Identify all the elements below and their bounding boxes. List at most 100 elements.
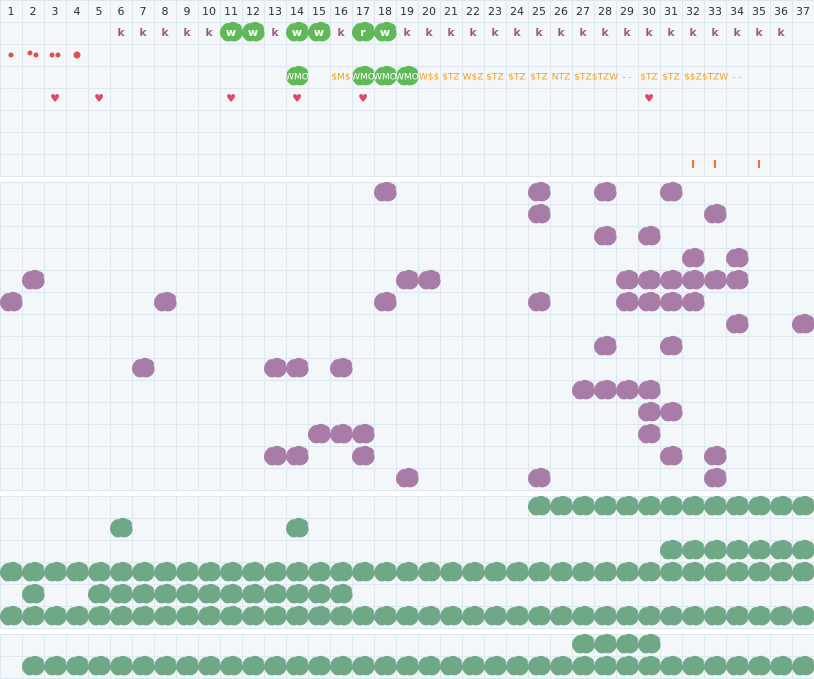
availability-block [285, 517, 309, 538]
status-letter: k [139, 26, 147, 39]
column-number: 28 [598, 5, 612, 18]
status-letter: k [777, 26, 785, 39]
cell-label: WMO [373, 73, 397, 83]
availability-block [659, 539, 683, 560]
availability-block [527, 655, 551, 676]
availability-block [615, 633, 639, 654]
availability-block [725, 539, 749, 560]
booking-block [725, 269, 749, 290]
availability-block [659, 561, 683, 582]
heart-icon: ♥ [292, 92, 302, 105]
availability-block [615, 495, 639, 516]
availability-block [109, 655, 133, 676]
availability-block [241, 605, 265, 626]
column-number: 23 [488, 5, 502, 18]
availability-block [725, 605, 749, 626]
booking-block [593, 335, 617, 356]
availability-block [197, 605, 221, 626]
availability-block [21, 605, 45, 626]
availability-block [703, 495, 727, 516]
availability-block [439, 655, 463, 676]
availability-block [307, 561, 331, 582]
availability-block [571, 655, 595, 676]
availability-block [329, 605, 353, 626]
status-letter: k [667, 26, 675, 39]
booking-block [527, 291, 551, 312]
booking-block [659, 445, 683, 466]
booking-block [593, 379, 617, 400]
availability-block [747, 561, 771, 582]
drop-icon [33, 52, 39, 58]
cell-label: W$Z [463, 73, 484, 83]
availability-block [21, 561, 45, 582]
column-number: 35 [752, 5, 766, 18]
cell-label: - - [732, 73, 741, 83]
availability-block [43, 561, 67, 582]
availability-block [65, 605, 89, 626]
booking-block [637, 401, 661, 422]
label-badge [351, 65, 375, 86]
column-number: 34 [730, 5, 744, 18]
availability-block [65, 561, 89, 582]
label-badge [285, 65, 309, 86]
booking-block [681, 269, 705, 290]
availability-block [769, 495, 793, 516]
status-letter: k [689, 26, 697, 39]
availability-block [571, 633, 595, 654]
availability-block [615, 655, 639, 676]
availability-block [615, 605, 639, 626]
availability-block [593, 495, 617, 516]
availability-block [43, 655, 67, 676]
status-letter: k [711, 26, 719, 39]
drop-icon [49, 52, 55, 58]
cell-label: W$$ [419, 73, 439, 83]
availability-block [153, 583, 177, 604]
availability-block [351, 561, 375, 582]
label-badge [373, 65, 397, 86]
column-number: 2 [30, 5, 37, 18]
availability-block [263, 605, 287, 626]
column-number: 22 [466, 5, 480, 18]
column-number: 4 [74, 5, 81, 18]
column-number: 7 [140, 5, 147, 18]
booking-block [681, 291, 705, 312]
availability-block [681, 605, 705, 626]
availability-block [153, 655, 177, 676]
column-number: 21 [444, 5, 458, 18]
availability-block [681, 655, 705, 676]
availability-block [197, 655, 221, 676]
status-letter: k [447, 26, 455, 39]
booking-block [681, 247, 705, 268]
column-number: 31 [664, 5, 678, 18]
cell-label: $$Z [684, 73, 702, 83]
availability-block [461, 605, 485, 626]
availability-block [263, 561, 287, 582]
cell-label: $TZ [574, 73, 591, 83]
column-number: 5 [96, 5, 103, 18]
availability-block [791, 561, 814, 582]
availability-block [197, 561, 221, 582]
status-letter: k [733, 26, 741, 39]
availability-block [769, 539, 793, 560]
status-letter: k [755, 26, 763, 39]
column-number: 12 [246, 5, 260, 18]
status-letter: k [117, 26, 125, 39]
booking-block [637, 225, 661, 246]
availability-block [109, 605, 133, 626]
booking-block [615, 379, 639, 400]
availability-block [571, 495, 595, 516]
cell-label: WMO [395, 73, 419, 83]
availability-block [109, 583, 133, 604]
availability-block [703, 539, 727, 560]
availability-block [703, 655, 727, 676]
availability-block [175, 561, 199, 582]
availability-block [175, 605, 199, 626]
availability-block [769, 605, 793, 626]
availability-block [571, 605, 595, 626]
status-letter: k [513, 26, 521, 39]
status-badge [285, 21, 309, 42]
availability-block [153, 605, 177, 626]
column-number: 37 [796, 5, 810, 18]
status-letter: k [601, 26, 609, 39]
badge-label: w [380, 26, 390, 39]
